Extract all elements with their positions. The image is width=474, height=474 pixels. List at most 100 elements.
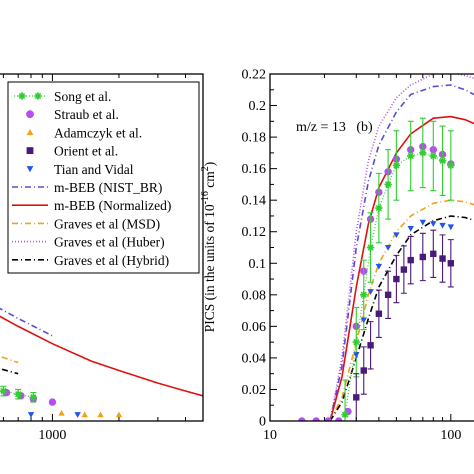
y-axis-label-part: ) xyxy=(202,162,217,167)
left-panel: 1000 Song et al. Straub et al. Adamczyk et … xyxy=(0,73,204,443)
curve-graves-et-al-hybrid- xyxy=(0,367,19,375)
series-song-et-al--point xyxy=(0,387,8,395)
legend-marker xyxy=(26,166,34,173)
series-tian-and-vidal-point xyxy=(430,221,437,228)
panel-annotation: m/z = 13 (b) xyxy=(296,120,373,135)
series-tian-and-vidal-point xyxy=(375,263,383,270)
curve-m-beb-nist-br- xyxy=(329,84,474,421)
series-song-et-al--point xyxy=(447,161,455,170)
x-ticks xyxy=(269,74,452,421)
series-song-et-al--point xyxy=(341,410,349,419)
legend: Song et al. Straub et al. Adamczyk et al. O… xyxy=(7,81,200,274)
legend-marker xyxy=(18,92,26,100)
series-song-et-al--point xyxy=(407,152,415,160)
legend-label: Graves et al (Hybrid) xyxy=(54,253,169,268)
curve-graves-et-al-msd- xyxy=(0,355,19,364)
series-orient-et-al--point xyxy=(400,266,408,273)
legend-item: Tian and Vidal xyxy=(26,162,134,177)
legend-item: m-BEB (NIST_BR) xyxy=(12,180,162,195)
series-tian-and-vidal-point xyxy=(439,222,446,229)
legend-label: m-BEB (Normalized) xyxy=(54,198,171,213)
series-song-et-al--point xyxy=(419,149,427,157)
right-panel: 10 100 0 0.02 0.04 0.06 0.08 0.1 0.12 0.14 0.16 0.1… xyxy=(200,68,474,443)
series-tian-and-vidal-point xyxy=(27,412,35,418)
series-song-et-al--point xyxy=(375,204,383,212)
series-orient-et-al--point xyxy=(384,291,392,299)
series-orient-et-al--point xyxy=(439,255,446,262)
legend-label: Straub et al. xyxy=(54,107,119,122)
plot-frame xyxy=(0,73,204,422)
series-orient-et-al--point xyxy=(419,253,427,261)
y-tick-label: 0.2 xyxy=(249,99,267,114)
series-orient-et-al--point xyxy=(393,275,400,283)
series-song-et-al--point xyxy=(392,161,401,170)
legend-label: Orient et al. xyxy=(54,144,118,159)
series-orient-et-al--point xyxy=(430,250,437,258)
legend-item: Graves et al (Huber) xyxy=(12,235,165,250)
series-song-et-al--point xyxy=(438,157,447,165)
plot-area xyxy=(298,74,474,421)
legend-label: Graves et al (MSD) xyxy=(54,216,160,231)
series-adamczyk-et-al--point xyxy=(81,411,88,418)
series-song-et-al--point xyxy=(360,291,368,299)
series-tian-and-vidal-point xyxy=(360,317,367,324)
y-tick-label: 0.08 xyxy=(242,288,267,303)
legend-item: Adamczyk et al. xyxy=(26,125,142,140)
y-tick-label: 0.06 xyxy=(242,320,267,335)
series-tian-and-vidal-point xyxy=(353,352,360,358)
y-axis-label: PICS (in the units of 10-16 cm2) xyxy=(200,162,217,333)
legend-marker xyxy=(26,110,34,119)
series-song-et-al--point xyxy=(384,180,392,189)
curve-m-beb-normalized- xyxy=(0,315,203,397)
series-tian-and-vidal-point xyxy=(419,219,427,226)
series-tian-and-vidal-point xyxy=(407,226,414,232)
series-tian-and-vidal-point xyxy=(384,244,392,251)
legend-label: Song et al. xyxy=(54,89,111,104)
legend-item: Graves et al (Hybrid) xyxy=(12,253,169,268)
x-ticks xyxy=(2,74,186,421)
y-tick-label: 0 xyxy=(259,415,266,430)
y-tick-label: 0.02 xyxy=(242,383,267,398)
series-orient-et-al--point xyxy=(447,260,455,267)
plot-area xyxy=(0,307,203,418)
series-adamczyk-et-al--point xyxy=(115,411,123,418)
series-tian-and-vidal-point xyxy=(367,289,374,295)
y-axis-label-part: -16 xyxy=(200,191,211,204)
legend-item: Straub et al. xyxy=(26,107,119,122)
series-orient-et-al--point xyxy=(375,310,383,317)
series-song-et-al--line xyxy=(344,152,452,415)
curve-graves-et-al-msd- xyxy=(329,199,474,421)
series-tian-and-vidal-point xyxy=(447,224,455,231)
y-tick-label: 0.14 xyxy=(242,194,267,209)
legend-item: m-BEB (Normalized) xyxy=(12,198,171,213)
legend-marker xyxy=(26,129,34,136)
y-tick-label: 0.12 xyxy=(242,225,267,240)
series-tian-and-vidal-point xyxy=(393,232,400,239)
legend-label: m-BEB (NIST_BR) xyxy=(54,180,162,195)
series-straub-et-al--point xyxy=(48,398,57,406)
series-adamczyk-et-al--point xyxy=(97,411,104,418)
legend-label: Graves et al (Huber) xyxy=(54,235,165,250)
series-song-et-al--point xyxy=(14,390,22,398)
x-tick-label: 10 xyxy=(263,428,277,443)
legend-marker xyxy=(34,92,42,100)
series-orient-et-al--point xyxy=(360,367,367,374)
y-tick-label: 0.16 xyxy=(242,162,267,177)
y-tick-label: 0.18 xyxy=(242,131,267,146)
legend-marker xyxy=(26,147,34,154)
y-axis-label-part: PICS (in the units of 10 xyxy=(202,204,217,332)
series-song-et-al--point xyxy=(429,152,437,160)
series-tian-and-vidal-point xyxy=(74,412,81,418)
y-tick-label: 0.04 xyxy=(242,351,267,366)
series-orient-et-al--point xyxy=(367,342,374,349)
legend-label: Adamczyk et al. xyxy=(54,125,142,140)
series-orient-et-al--point xyxy=(407,256,414,264)
series-song-et-al--point xyxy=(366,243,375,252)
legend-label: Tian and Vidal xyxy=(54,162,134,177)
y-axis-label-part: cm xyxy=(202,171,217,191)
y-tick-label: 0.1 xyxy=(249,257,267,272)
x-tick-label: 1000 xyxy=(38,428,66,443)
legend-item: Graves et al (MSD) xyxy=(12,216,160,231)
legend-item: Orient et al. xyxy=(26,144,118,159)
